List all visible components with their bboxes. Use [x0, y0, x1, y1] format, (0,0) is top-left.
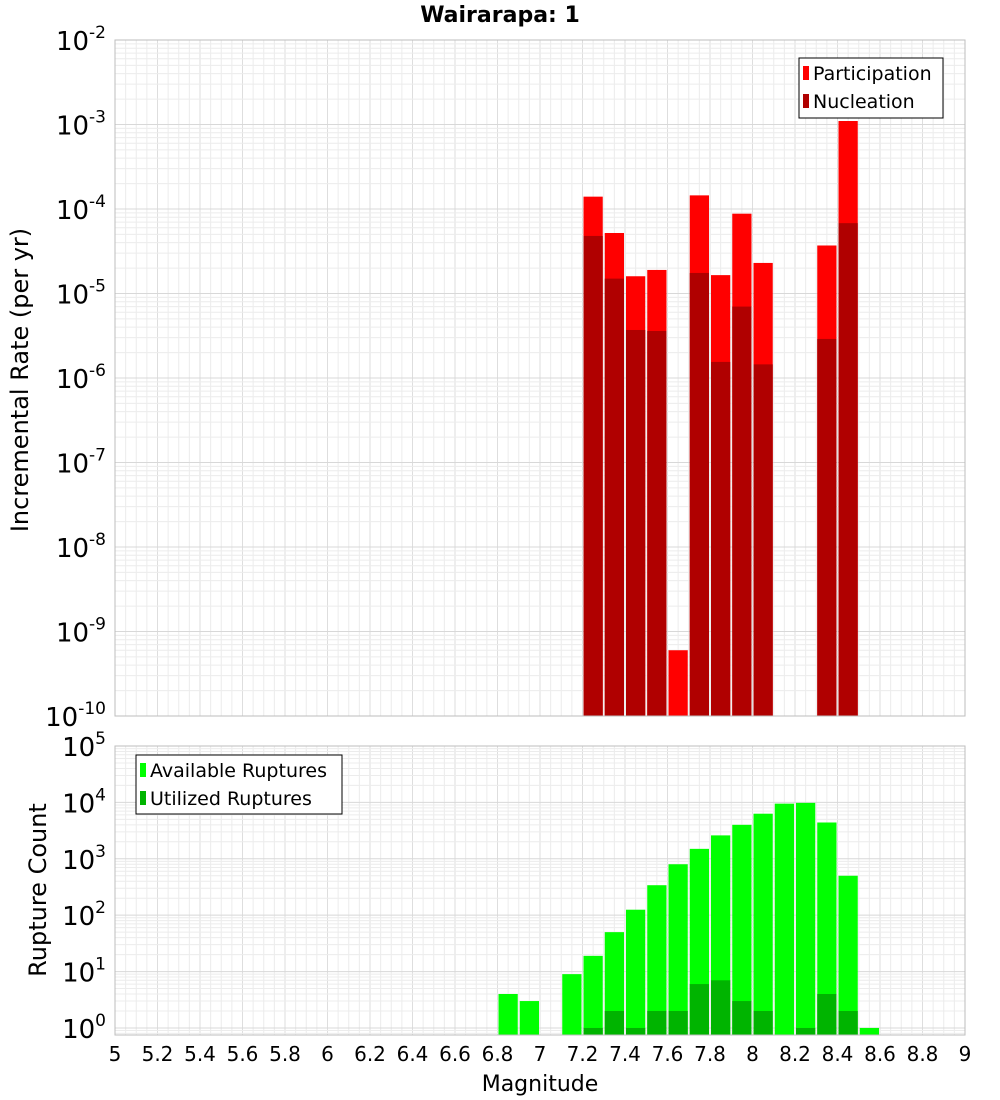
bar-available-ruptures — [647, 885, 667, 1035]
legend-label: Nucleation — [813, 91, 915, 113]
x-tick-label: 8.2 — [779, 1042, 811, 1066]
bar-utilized-ruptures — [668, 1010, 688, 1035]
legend-swatch — [803, 94, 809, 108]
y-tick-label: 10-5 — [56, 277, 106, 311]
bar-nucleation — [626, 329, 646, 716]
x-tick-label: 7.2 — [567, 1042, 599, 1066]
bar-utilized-ruptures — [647, 1010, 667, 1035]
y-tick-label: 101 — [62, 955, 106, 989]
y-tick-label: 103 — [62, 842, 106, 876]
x-tick-label: 8 — [746, 1042, 759, 1066]
x-tick-label: 7.6 — [652, 1042, 684, 1066]
y-tick-label: 10-3 — [56, 108, 106, 142]
bar-available-ruptures — [753, 813, 773, 1035]
x-tick-label: 8.6 — [864, 1042, 896, 1066]
legend-box — [798, 57, 944, 119]
bar-utilized-ruptures — [753, 1010, 773, 1035]
plot-frame — [114, 745, 966, 1036]
chart-title: Wairarapa: 1 — [420, 3, 580, 28]
legend-swatch — [140, 791, 146, 805]
x-tick-label: 9 — [959, 1042, 972, 1066]
y-tick-label: 105 — [62, 729, 106, 763]
x-tick-label: 7.4 — [609, 1042, 641, 1066]
bar-available-ruptures — [498, 994, 518, 1035]
panel-1: 10-10 10-9 10-8 10-7 10-6 10-5 10-4 10-3 10-2 Par… — [45, 23, 966, 733]
x-tick-label: 5.4 — [184, 1042, 216, 1066]
x-tick-label: 8.4 — [822, 1042, 854, 1066]
x-tick-label: 8.8 — [907, 1042, 939, 1066]
bar-participation — [668, 650, 688, 716]
y-tick-label: 10-10 — [45, 699, 106, 733]
x-tick-label: 5 — [109, 1042, 122, 1066]
legend-label: Available Ruptures — [150, 760, 327, 782]
bar-nucleation — [689, 272, 709, 716]
y-tick-label: 104 — [62, 785, 106, 819]
y-tick-label: 10-7 — [56, 446, 106, 480]
x-tick-label: 7.8 — [694, 1042, 726, 1066]
bar-utilized-ruptures — [626, 1027, 646, 1035]
top-y-axis-label: Incremental Rate (per yr) — [6, 228, 34, 532]
bar-nucleation — [732, 306, 752, 716]
panel-2: 100 101 102 103 104 105 Available Ruptures Util… — [62, 729, 966, 1045]
bar-available-ruptures — [668, 864, 688, 1035]
x-tick-label: 6.6 — [439, 1042, 471, 1066]
x-tick-label: 6.4 — [397, 1042, 429, 1066]
bar-utilized-ruptures — [732, 1001, 752, 1035]
legend-swatch — [140, 763, 146, 777]
bar-available-ruptures — [562, 974, 582, 1035]
x-tick-label: 6.2 — [354, 1042, 386, 1066]
legend-box — [135, 754, 343, 815]
x-tick-label: 7 — [534, 1042, 547, 1066]
y-tick-label: 102 — [62, 898, 106, 932]
y-tick-label: 10-9 — [56, 615, 106, 649]
bottom-y-axis-label: Rupture Count — [24, 803, 52, 977]
bar-utilized-ruptures — [838, 1010, 858, 1035]
x-tick-label: 5.2 — [142, 1042, 174, 1066]
bar-utilized-ruptures — [817, 994, 837, 1035]
bar-nucleation — [838, 223, 858, 716]
bar-available-ruptures — [859, 1027, 879, 1035]
legend-label: Participation — [813, 63, 932, 85]
y-tick-label: 100 — [62, 1011, 106, 1045]
bar-nucleation — [583, 235, 603, 716]
bar-utilized-ruptures — [583, 1027, 603, 1035]
legend-swatch — [803, 66, 809, 80]
x-tick-label: 6 — [321, 1042, 334, 1066]
bar-available-ruptures — [519, 1001, 539, 1035]
bar-nucleation — [817, 338, 837, 716]
bar-utilized-ruptures — [604, 1010, 624, 1035]
bar-available-ruptures — [817, 822, 837, 1035]
x-tick-label: 5.6 — [227, 1042, 259, 1066]
bar-available-ruptures — [626, 909, 646, 1035]
y-tick-label: 10-6 — [56, 361, 106, 395]
bar-utilized-ruptures — [689, 984, 709, 1035]
bar-utilized-ruptures — [796, 1027, 816, 1035]
bar-available-ruptures — [796, 802, 816, 1035]
y-tick-label: 10-4 — [56, 192, 106, 226]
x-tick-label: 5.8 — [269, 1042, 301, 1066]
bar-available-ruptures — [604, 932, 624, 1035]
bar-nucleation — [753, 364, 773, 716]
y-tick-label: 10-2 — [56, 23, 106, 57]
bar-utilized-ruptures — [711, 980, 731, 1035]
x-tick-label: 6.8 — [482, 1042, 514, 1066]
bar-nucleation — [647, 330, 667, 716]
legend-label: Utilized Ruptures — [150, 788, 312, 810]
bar-nucleation — [711, 361, 731, 716]
bar-available-ruptures — [774, 803, 794, 1035]
plot-frame — [114, 39, 966, 717]
bar-available-ruptures — [732, 824, 752, 1035]
bar-nucleation — [604, 278, 624, 716]
bar-available-ruptures — [583, 955, 603, 1035]
bar-available-ruptures — [838, 875, 858, 1035]
y-tick-label: 10-8 — [56, 530, 106, 564]
x-axis-label: Magnitude — [482, 1072, 599, 1097]
